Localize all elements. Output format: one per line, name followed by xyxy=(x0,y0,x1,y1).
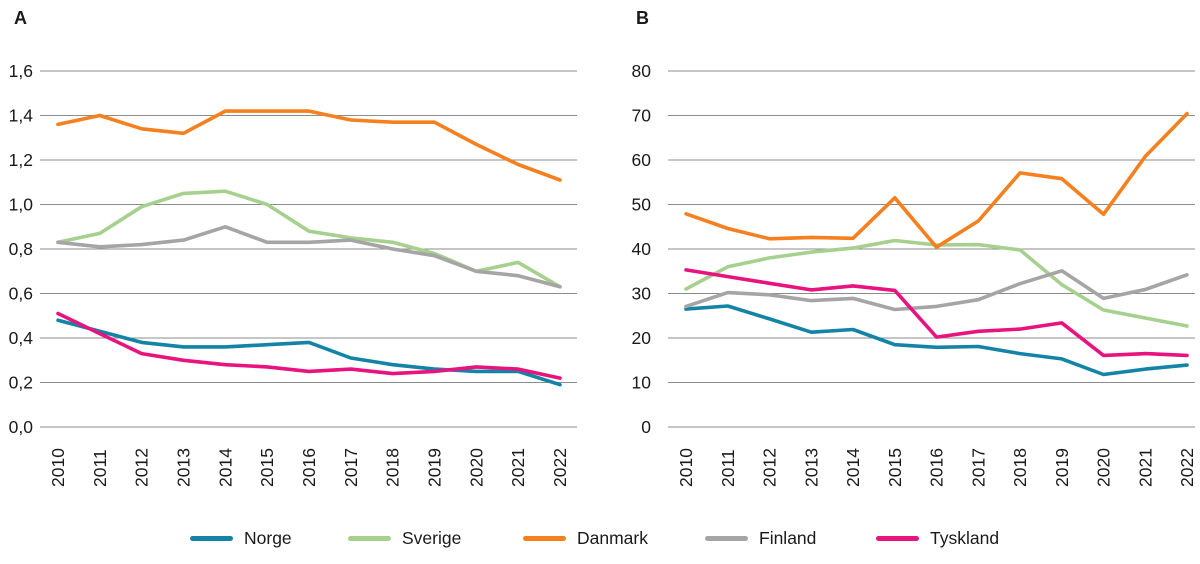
y-tick-label: 0,6 xyxy=(9,284,33,304)
legend-item-norge: Norge xyxy=(190,524,292,552)
y-tick-label: 10 xyxy=(632,373,652,393)
panel-a-title: A xyxy=(14,8,27,28)
legend-swatch-norge xyxy=(190,535,233,541)
x-tick-label: 2010 xyxy=(676,448,696,487)
legend-label: Norge xyxy=(244,527,292,548)
y-tick-label: 80 xyxy=(632,61,652,81)
series-line-danmark-panel-a xyxy=(56,109,562,182)
y-tick-label: 20 xyxy=(632,328,652,348)
x-tick-label: 2014 xyxy=(843,448,863,487)
series-line-finland-panel-b xyxy=(684,268,1189,312)
y-tick-label: 1,0 xyxy=(9,195,34,215)
legend-item-finland: Finland xyxy=(705,524,816,552)
x-tick-label: 2021 xyxy=(1135,448,1155,487)
y-tick-label: 0,2 xyxy=(9,373,33,393)
x-tick-label: 2011 xyxy=(90,449,110,487)
x-tick-label: 2022 xyxy=(550,448,570,487)
x-tick-label: 2015 xyxy=(885,448,905,487)
panel-b-title: B xyxy=(636,8,649,28)
legend-label: Sverige xyxy=(402,527,462,548)
series-line-finland-panel-a xyxy=(56,225,562,289)
legend-swatch-danmark xyxy=(523,535,566,541)
x-tick-label: 2016 xyxy=(299,448,319,487)
legend-item-danmark: Danmark xyxy=(523,524,648,552)
legend-item-sverige: Sverige xyxy=(348,524,461,552)
y-tick-label: 70 xyxy=(632,106,652,126)
y-tick-label: 1,6 xyxy=(9,61,33,81)
series-line-tyskland-panel-b xyxy=(684,268,1189,358)
y-tick-label: 0 xyxy=(641,417,651,437)
x-tick-label: 2019 xyxy=(1052,448,1072,487)
series-line-norge-panel-b xyxy=(684,304,1189,377)
y-tick-label: 30 xyxy=(632,284,652,304)
legend-swatch-finland xyxy=(705,535,748,541)
chart-legend: Norge Sverige Danmark Finland Tyskland xyxy=(0,524,1200,554)
x-tick-label: 2016 xyxy=(927,448,947,487)
y-tick-label: 0,4 xyxy=(9,328,34,348)
legend-swatch-sverige xyxy=(348,535,391,541)
x-tick-label: 2014 xyxy=(215,448,235,487)
y-tick-label: 60 xyxy=(632,150,652,170)
x-tick-label: 2015 xyxy=(257,448,277,487)
x-tick-label: 2013 xyxy=(174,448,194,487)
y-tick-label: 0,8 xyxy=(9,239,33,259)
y-tick-label: 1,4 xyxy=(9,106,34,126)
x-tick-label: 2017 xyxy=(341,448,361,487)
legend-swatch-tyskland xyxy=(876,535,919,541)
series-line-norge-panel-a xyxy=(56,318,562,387)
legend-label: Finland xyxy=(759,527,817,548)
x-tick-label: 2018 xyxy=(383,448,403,487)
series-line-danmark-panel-b xyxy=(684,111,1189,249)
series-line-tyskland-panel-a xyxy=(56,311,562,380)
x-tick-label: 2010 xyxy=(48,448,68,487)
y-tick-label: 1,2 xyxy=(9,150,33,170)
y-tick-label: 50 xyxy=(632,195,652,215)
x-tick-label: 2020 xyxy=(466,448,486,487)
y-tick-label: 40 xyxy=(632,239,652,259)
x-tick-label: 2013 xyxy=(801,448,821,487)
x-tick-label: 2020 xyxy=(1094,448,1114,487)
x-tick-label: 2018 xyxy=(1010,448,1030,487)
x-tick-label: 2011 xyxy=(718,449,738,487)
x-tick-label: 2022 xyxy=(1177,448,1197,487)
x-tick-label: 2019 xyxy=(425,448,445,487)
legend-item-tyskland: Tyskland xyxy=(876,524,999,552)
legend-label: Danmark xyxy=(577,527,648,548)
legend-label: Tyskland xyxy=(930,527,1000,548)
x-tick-label: 2012 xyxy=(132,448,152,487)
y-tick-label: 0,0 xyxy=(9,417,34,437)
x-tick-label: 2012 xyxy=(760,448,780,487)
x-tick-label: 2021 xyxy=(508,448,528,487)
x-tick-label: 2017 xyxy=(968,448,988,487)
